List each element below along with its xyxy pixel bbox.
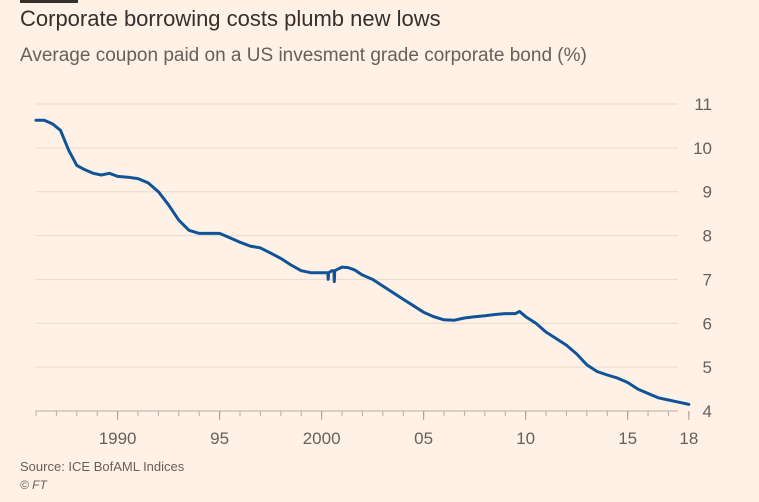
y-tick-label: 9 xyxy=(703,183,712,202)
x-tick-label: 05 xyxy=(414,429,433,448)
y-tick-label: 8 xyxy=(703,227,712,246)
top-accent-bar xyxy=(20,0,78,3)
y-tick-label: 10 xyxy=(693,139,712,158)
x-tick-label: 2000 xyxy=(303,429,341,448)
y-tick-label: 7 xyxy=(703,270,712,289)
ft-credit: © FT xyxy=(20,478,47,492)
x-tick-label: 95 xyxy=(210,429,229,448)
line-chart: 4 5 6 7 8 9 10 11 1990 95 2000 05 10 15 18 xyxy=(34,95,712,448)
x-tick-label: 18 xyxy=(679,429,698,448)
y-tick-label: 6 xyxy=(703,314,712,333)
chart-title: Corporate borrowing costs plumb new lows xyxy=(20,6,441,31)
x-tick-label: 1990 xyxy=(99,429,137,448)
chart-subtitle: Average coupon paid on a US invesment gr… xyxy=(20,45,587,66)
source-note: Source: ICE BofAML Indices xyxy=(20,459,185,474)
y-tick-label: 11 xyxy=(694,95,712,114)
x-tick-label: 15 xyxy=(618,429,637,448)
y-tick-label: 4 xyxy=(703,402,712,421)
series-line-0 xyxy=(34,118,691,406)
y-tick-label: 5 xyxy=(703,358,712,377)
x-tick-label: 10 xyxy=(516,429,535,448)
